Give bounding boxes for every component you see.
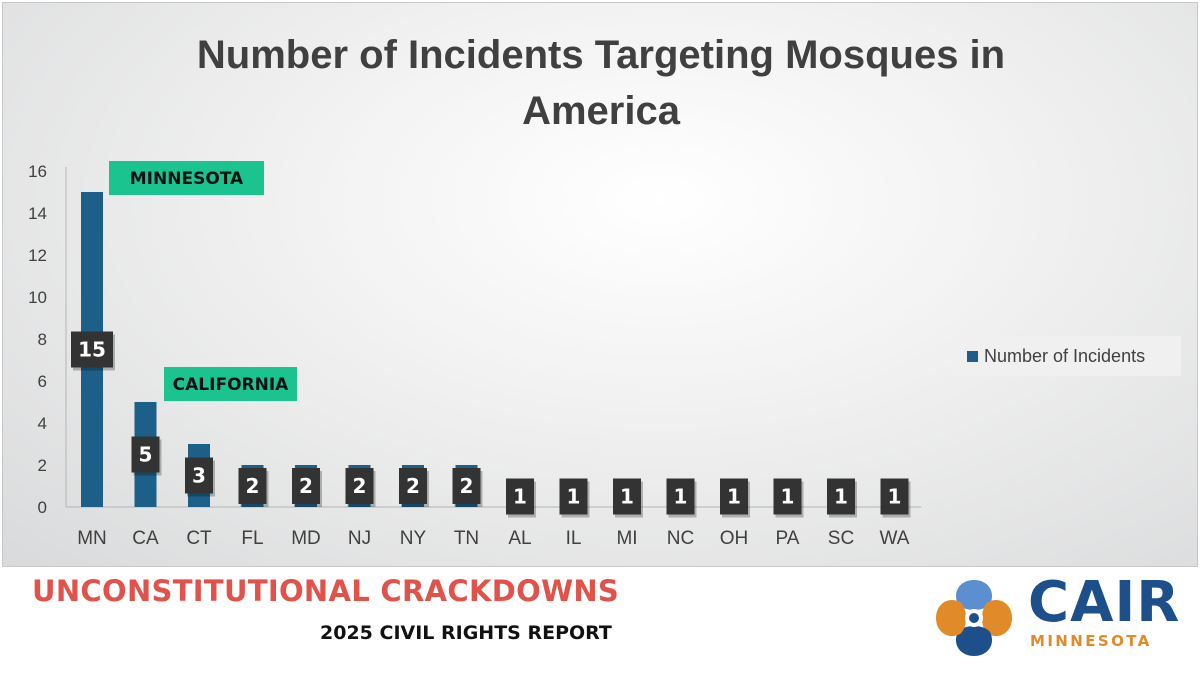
data-label-box xyxy=(399,468,427,504)
data-label-box xyxy=(827,478,855,515)
report-title: UNCONSTITUTIONAL CRACKDOWNS xyxy=(32,574,620,608)
y-tick-label: 16 xyxy=(28,162,47,181)
x-tick-label: OH xyxy=(720,528,749,549)
data-label-box xyxy=(613,478,641,515)
data-label-box xyxy=(292,468,320,504)
x-tick-label: MN xyxy=(77,528,107,549)
chart-title-line-1: Number of Incidents Targeting Mosques in xyxy=(197,33,1005,77)
logo-subname: MINNESOTA xyxy=(1030,632,1152,650)
cair-logo-icon xyxy=(936,580,1012,656)
chart-legend: Number of Incidents xyxy=(953,336,1181,376)
data-label-box xyxy=(131,436,160,473)
data-label: 1 xyxy=(674,485,688,509)
data-label: 1 xyxy=(513,485,527,509)
x-tick-label: MI xyxy=(616,528,637,549)
x-tick-label: NJ xyxy=(348,528,371,549)
callout-box xyxy=(164,367,297,401)
callout-box xyxy=(109,161,264,195)
data-label-box xyxy=(506,478,534,515)
x-tick-label: WA xyxy=(880,528,910,549)
data-label-box xyxy=(720,478,748,515)
data-label-box xyxy=(880,478,909,515)
data-label: 2 xyxy=(299,474,313,498)
data-label: 1 xyxy=(834,485,848,509)
x-tick-label: MD xyxy=(291,528,321,549)
data-label: 2 xyxy=(246,474,260,498)
data-label: 2 xyxy=(460,474,474,498)
chart-title-line-2: America xyxy=(522,89,681,133)
y-tick-label: 2 xyxy=(38,456,47,475)
data-label: 1 xyxy=(781,485,795,509)
x-tick-label: NC xyxy=(667,528,694,549)
callout-label: MINNESOTA xyxy=(130,169,244,189)
chart-title: Number of Incidents Targeting Mosques in… xyxy=(197,33,1005,133)
data-label: 2 xyxy=(406,474,420,498)
y-tick-label: 14 xyxy=(28,204,47,223)
report-subtitle: 2025 CIVIL RIGHTS REPORT xyxy=(320,622,612,644)
data-label: 1 xyxy=(888,485,902,509)
x-tick-label: TN xyxy=(454,528,479,549)
x-tick-label: FL xyxy=(241,528,263,549)
data-label-box xyxy=(238,468,267,504)
x-tick-label: NY xyxy=(400,528,427,549)
data-label: 15 xyxy=(78,338,106,362)
data-label: 1 xyxy=(620,485,634,509)
logo-name: CAIR xyxy=(1028,570,1181,635)
data-label-box xyxy=(71,331,113,368)
x-tick-label: SC xyxy=(828,528,854,549)
x-tick-label: CA xyxy=(132,528,159,549)
y-tick-label: 0 xyxy=(38,498,47,517)
data-label-box xyxy=(452,468,481,504)
data-label: 2 xyxy=(353,474,367,498)
legend-swatch xyxy=(967,350,978,362)
chart-panel: Number of Incidents Targeting Mosques in… xyxy=(2,2,1198,567)
bar-chart: Number of Incidents Targeting Mosques in… xyxy=(28,33,1005,549)
chart-callouts: MINNESOTA CALIFORNIA xyxy=(109,161,297,401)
data-label-box xyxy=(773,478,802,515)
x-tick-label: CT xyxy=(186,528,212,549)
data-label: 1 xyxy=(567,485,581,509)
y-tick-label: 8 xyxy=(38,330,47,349)
data-label-box xyxy=(345,468,374,504)
data-label-box xyxy=(185,457,213,494)
callout-label: CALIFORNIA xyxy=(173,375,289,395)
y-tick-label: 12 xyxy=(28,246,47,265)
y-tick-label: 6 xyxy=(38,372,47,391)
data-label-box xyxy=(559,478,588,515)
legend-label: Number of Incidents xyxy=(984,345,1146,366)
x-tick-label: PA xyxy=(776,528,800,549)
cair-logo: CAIR MINNESOTA xyxy=(928,570,1188,660)
data-label: 5 xyxy=(139,443,153,467)
chart-data-labels: 15 5 3 2 2 2 2 2 1 1 1 1 1 1 1 1 xyxy=(71,331,911,518)
x-tick-label: IL xyxy=(566,528,582,549)
data-label-box xyxy=(666,478,695,515)
y-tick-label: 10 xyxy=(28,288,47,307)
y-tick-label: 4 xyxy=(38,414,47,433)
data-label: 3 xyxy=(192,464,206,488)
data-label: 1 xyxy=(727,485,741,509)
x-tick-label: AL xyxy=(508,528,531,549)
